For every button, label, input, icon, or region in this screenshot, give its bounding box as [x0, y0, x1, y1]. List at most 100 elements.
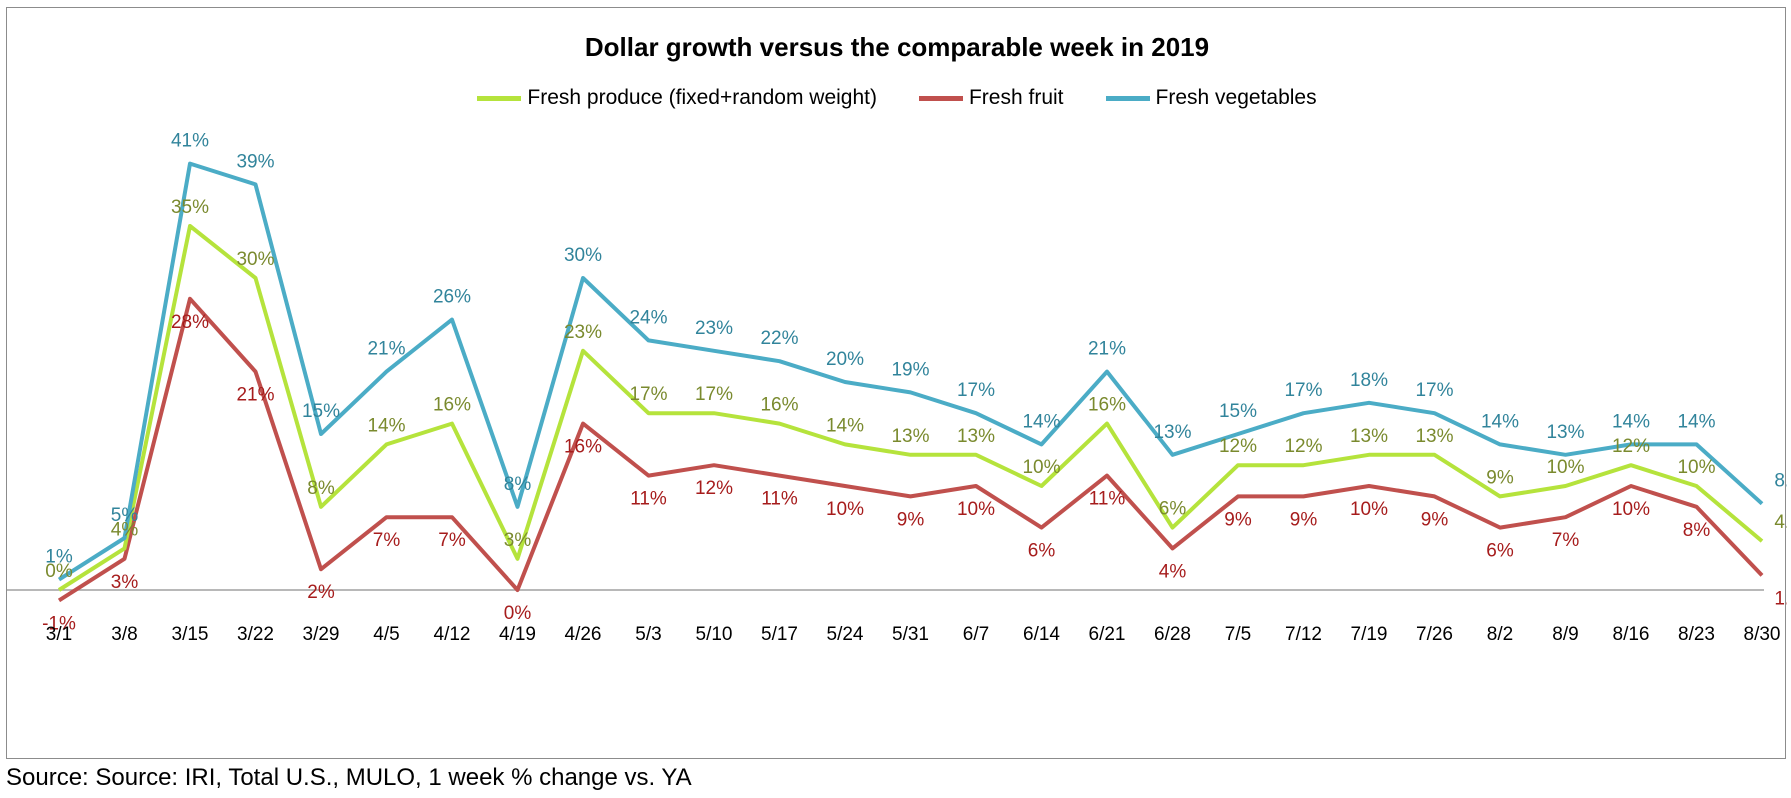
data-label-fresh-produce-fixed-random-weight: 35%	[171, 197, 209, 218]
x-tick-label: 5/10	[696, 624, 733, 645]
legend-entry-vegetables: Fresh vegetables	[1105, 86, 1317, 110]
data-label-fresh-fruit: 11%	[761, 489, 798, 510]
data-label-fresh-fruit: 10%	[826, 499, 864, 520]
legend-entry-produce: Fresh produce (fixed+random weight)	[477, 86, 877, 110]
data-label-fresh-fruit: 10%	[1350, 499, 1388, 520]
x-tick-label: 4/5	[373, 624, 399, 645]
data-label-fresh-fruit: 11%	[1089, 489, 1126, 510]
x-tick-label: 6/21	[1089, 624, 1126, 645]
legend-swatch-fruit	[918, 95, 963, 101]
data-label-fresh-produce-fixed-random-weight: 4%	[111, 519, 139, 540]
data-label-fresh-produce-fixed-random-weight: 16%	[1088, 395, 1126, 416]
x-tick-label: 4/12	[434, 624, 471, 645]
legend-swatch-produce	[477, 95, 522, 101]
x-tick-label: 6/7	[963, 624, 989, 645]
x-tick-label: 3/1	[46, 624, 72, 645]
data-label-fresh-fruit: 10%	[957, 499, 995, 520]
data-label-fresh-fruit: 10%	[1612, 499, 1650, 520]
data-label-fresh-produce-fixed-random-weight: 8%	[307, 478, 335, 499]
data-label-fresh-vegetables: 13%	[1546, 422, 1584, 443]
legend-label-vegetables: Fresh vegetables	[1155, 86, 1317, 109]
data-label-fresh-produce-fixed-random-weight: 9%	[1486, 467, 1514, 488]
data-label-fresh-produce-fixed-random-weight: 13%	[1415, 426, 1453, 447]
data-label-fresh-fruit: 21%	[236, 385, 274, 406]
legend-swatch-vegetables	[1105, 95, 1150, 101]
data-label-fresh-produce-fixed-random-weight: 13%	[1350, 426, 1388, 447]
data-label-fresh-produce-fixed-random-weight: 12%	[1219, 436, 1257, 457]
x-tick-label: 5/3	[635, 624, 661, 645]
data-label-fresh-fruit: 0%	[504, 603, 532, 624]
data-label-fresh-fruit: 9%	[897, 509, 925, 530]
data-label-fresh-vegetables: 14%	[1481, 411, 1519, 432]
data-label-fresh-vegetables: 5%	[111, 505, 139, 526]
data-label-fresh-vegetables: 1%	[45, 547, 73, 568]
data-label-fresh-vegetables: 17%	[1415, 380, 1453, 401]
series-layer	[57, 161, 1764, 603]
legend: Fresh produce (fixed+random weight) Fres…	[7, 86, 1787, 110]
x-tick-label: 7/19	[1351, 624, 1388, 645]
data-label-fresh-produce-fixed-random-weight: 16%	[760, 395, 798, 416]
data-label-fresh-fruit: 7%	[1552, 530, 1580, 551]
legend-label-produce: Fresh produce (fixed+random weight)	[527, 86, 877, 109]
data-label-fresh-vegetables: 8.3%	[1774, 471, 1787, 492]
data-label-fresh-vegetables: 30%	[564, 245, 602, 266]
series-line-fresh-fruit	[57, 296, 1764, 603]
data-label-fresh-vegetables: 15%	[302, 401, 340, 422]
data-label-fresh-produce-fixed-random-weight: 30%	[236, 249, 274, 270]
x-tick-label: 6/28	[1154, 624, 1191, 645]
x-tick-label: 3/15	[172, 624, 209, 645]
data-label-fresh-produce-fixed-random-weight: 16%	[433, 395, 471, 416]
data-label-fresh-produce-fixed-random-weight: 10%	[1546, 457, 1584, 478]
data-label-fresh-vegetables: 14%	[1022, 411, 1060, 432]
x-tick-label: 3/29	[303, 624, 340, 645]
data-label-fresh-vegetables: 22%	[760, 328, 798, 349]
data-label-fresh-produce-fixed-random-weight: 4.7%	[1774, 512, 1787, 533]
data-label-fresh-fruit: 1.4%	[1774, 588, 1787, 609]
data-label-fresh-fruit: 9%	[1290, 509, 1318, 530]
data-label-fresh-fruit: 7%	[373, 530, 401, 551]
x-tick-label: 7/12	[1285, 624, 1322, 645]
x-tick-label: 8/23	[1678, 624, 1715, 645]
data-label-fresh-produce-fixed-random-weight: 13%	[891, 426, 929, 447]
x-tick-label: 8/30	[1744, 624, 1781, 645]
x-tick-label: 5/31	[892, 624, 929, 645]
data-label-fresh-produce-fixed-random-weight: 14%	[367, 415, 405, 436]
x-tick-label: 4/26	[565, 624, 602, 645]
data-label-fresh-vegetables: 26%	[433, 287, 471, 308]
source-note: Source: Source: IRI, Total U.S., MULO, 1…	[6, 764, 692, 791]
x-tick-label: 4/19	[499, 624, 536, 645]
data-label-fresh-produce-fixed-random-weight: 17%	[695, 384, 733, 405]
data-label-fresh-produce-fixed-random-weight: 23%	[564, 322, 602, 343]
data-label-fresh-vegetables: 15%	[1219, 401, 1257, 422]
data-label-fresh-produce-fixed-random-weight: 14%	[826, 415, 864, 436]
legend-label-fruit: Fresh fruit	[968, 86, 1064, 109]
data-label-layer: 0% 4% 35% 30% 8% 14% 16% 3% 23% 17% 17% 16% 14% 13% 13…	[42, 131, 1787, 635]
data-label-fresh-vegetables: 13%	[1153, 422, 1191, 443]
line-chart: 0% 4% 35% 30% 8% 14% 16% 3% 23% 17% 17% 16% 14% 13% 13…	[7, 131, 1787, 645]
data-label-fresh-fruit: 11%	[630, 489, 667, 510]
x-tick-label: 5/24	[827, 624, 864, 645]
data-label-fresh-produce-fixed-random-weight: 12%	[1284, 436, 1322, 457]
data-label-fresh-vegetables: 21%	[1088, 339, 1126, 360]
data-label-fresh-fruit: 3%	[111, 572, 139, 593]
x-tick-label: 3/22	[237, 624, 274, 645]
data-label-fresh-vegetables: 8%	[504, 474, 532, 495]
data-label-fresh-fruit: 8%	[1683, 520, 1711, 541]
x-tick-label: 8/2	[1487, 624, 1513, 645]
data-label-fresh-vegetables: 23%	[695, 318, 733, 339]
data-label-fresh-fruit: 6%	[1486, 541, 1514, 562]
data-label-fresh-vegetables: 41%	[171, 131, 209, 152]
data-label-fresh-produce-fixed-random-weight: 10%	[1022, 457, 1060, 478]
x-tick-label: 8/16	[1613, 624, 1650, 645]
x-axis-ticks: 3/1 3/8 3/15 3/22 3/29 4/5 4/12 4/19 4/26 5/3 5/10…	[46, 624, 1781, 645]
x-tick-label: 5/17	[761, 624, 798, 645]
data-label-fresh-vegetables: 18%	[1350, 370, 1388, 391]
data-label-fresh-produce-fixed-random-weight: 3%	[504, 530, 532, 551]
chart-frame: 0% 4% 35% 30% 8% 14% 16% 3% 23% 17% 17% 16% 14% 13% 13…	[6, 7, 1787, 759]
data-label-fresh-vegetables: 17%	[1284, 380, 1322, 401]
x-tick-label: 7/5	[1225, 624, 1251, 645]
x-tick-label: 7/26	[1416, 624, 1453, 645]
data-label-fresh-fruit: 4%	[1159, 561, 1187, 582]
data-label-fresh-produce-fixed-random-weight: 13%	[957, 426, 995, 447]
series-line-fresh-vegetables	[57, 161, 1764, 582]
